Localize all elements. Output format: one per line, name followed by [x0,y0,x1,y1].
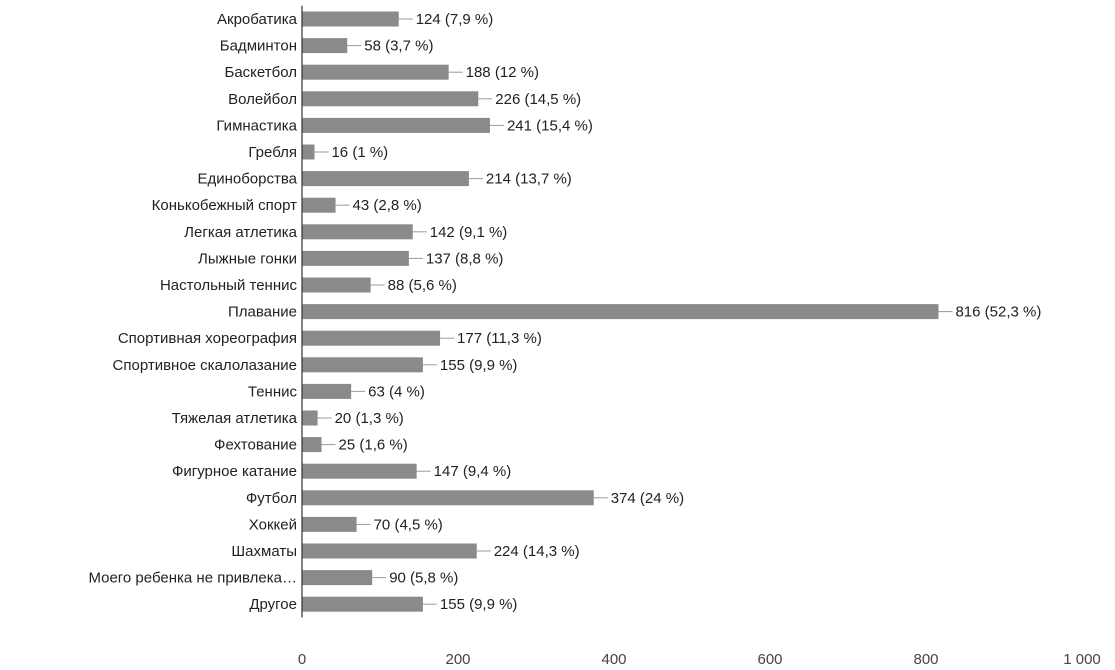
bar [302,117,490,133]
value-label: 374 (24 %) [611,490,684,507]
x-tick-label: 800 [913,651,938,668]
category-label: Теннис [248,383,298,400]
bar [302,11,399,27]
bar [302,277,371,293]
category-label: Гимнастика [216,117,297,134]
category-label: Хоккей [249,516,297,533]
value-label: 70 (4,5 %) [374,516,443,533]
bar [302,410,318,426]
value-label: 224 (14,3 %) [494,543,580,560]
bar [302,144,315,160]
bar [302,463,417,479]
category-label: Волейбол [228,91,297,108]
value-label: 63 (4 %) [368,383,425,400]
category-label: Фехтование [214,437,297,454]
bar [302,91,479,107]
value-label: 90 (5,8 %) [389,570,458,587]
category-label: Настольный теннис [160,277,298,294]
value-label: 124 (7,9 %) [416,11,494,28]
value-label: 155 (9,9 %) [440,596,518,613]
bar [302,224,413,240]
bar [302,543,477,559]
value-label: 241 (15,4 %) [507,117,593,134]
bar [302,330,441,346]
category-label: Футбол [246,490,297,507]
bar [302,64,449,80]
bar [302,490,594,506]
x-tick-label: 400 [601,651,626,668]
value-label: 177 (11,3 %) [457,330,542,347]
category-label: Тяжелая атлетика [172,410,298,427]
category-label: Лыжные гонки [198,250,297,267]
category-label: Моего ребенка не привлека… [88,570,297,587]
x-tick-label: 200 [445,651,470,668]
x-tick-label: 1 000 [1063,651,1101,668]
category-labels: Акробатика Бадминтон Баскетбол Волейбол Гимн… [88,11,297,613]
value-label: 155 (9,9 %) [440,357,518,374]
bar [302,383,352,399]
category-label: Бадминтон [220,38,297,55]
value-label: 816 (52,3 %) [955,304,1041,321]
category-label: Шахматы [231,543,297,560]
value-label: 88 (5,6 %) [388,277,457,294]
category-label: Конькобежный спорт [152,197,297,214]
category-label: Легкая атлетика [184,224,297,241]
category-label: Спортивная хореография [118,330,297,347]
bar [302,304,939,320]
value-label: 16 (1 %) [331,144,388,161]
bars-group [302,11,939,612]
category-label: Спортивное скалолазание [113,357,297,374]
bar [302,516,357,532]
category-label: Фигурное катание [172,463,297,480]
value-labels: 124 (7,9 %) 58 (3,7 %) 188 (12 %) 226 (14,5… [314,11,1041,613]
value-label: 142 (9,1 %) [430,224,508,241]
value-label: 137 (8,8 %) [426,250,504,267]
value-label: 43 (2,8 %) [353,197,422,214]
bar [302,171,469,187]
value-label: 226 (14,5 %) [495,91,581,108]
x-tick-label: 0 [298,651,306,668]
value-label: 147 (9,4 %) [434,463,512,480]
category-label: Гребля [248,144,297,161]
bar [302,437,322,453]
bar [302,197,336,213]
value-label: 214 (13,7 %) [486,171,572,188]
category-label: Баскетбол [225,64,298,81]
category-label: Акробатика [217,11,298,28]
value-label: 188 (12 %) [466,64,539,81]
value-label: 20 (1,3 %) [335,410,404,427]
bar [302,357,423,373]
category-label: Плавание [228,304,297,321]
category-label: Единоборства [197,171,297,188]
bar [302,596,423,612]
x-tick-label: 600 [757,651,782,668]
bar [302,250,409,266]
bar [302,38,348,54]
bar [302,570,373,586]
category-label: Другое [249,596,297,613]
value-label: 58 (3,7 %) [364,38,433,55]
value-label: 25 (1,6 %) [339,437,408,454]
x-axis-tick-labels: 0 200 400 600 800 1 000 [298,651,1101,668]
